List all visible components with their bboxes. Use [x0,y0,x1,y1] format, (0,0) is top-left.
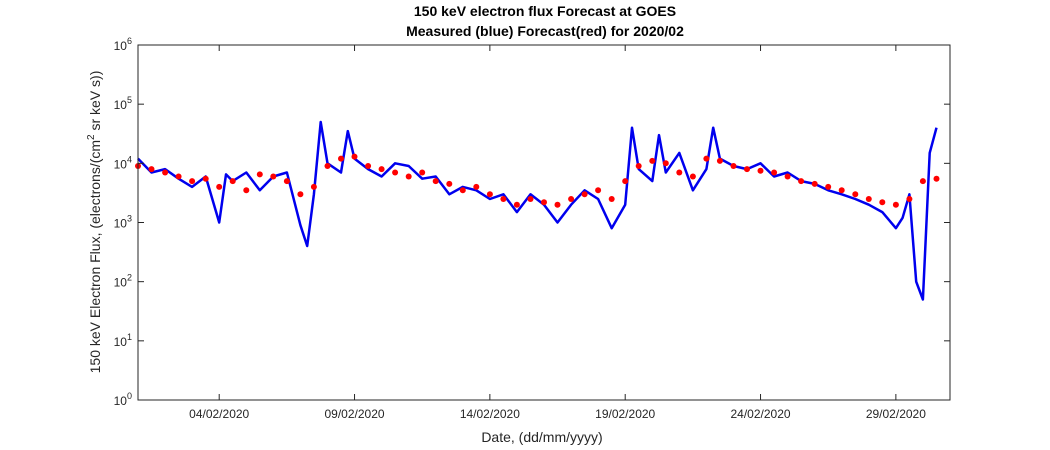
x-tick-label-5: 29/02/2020 [866,407,926,421]
series-1-point-1 [148,166,155,173]
series-1-point-39 [662,160,669,167]
series-1-point-9 [256,171,263,178]
x-axis-ticks: 04/02/2020 09/02/2020 14/02/2020 19/02/2020… [189,45,926,421]
series-1-point-34 [595,187,602,194]
series-1-point-48 [784,173,791,180]
series-1-point-20 [405,173,412,180]
y-axis-label-main: 150 keV Electron Flux, (electrons/(cm [87,140,103,373]
series-1-point-58 [919,178,926,185]
series-1-point-36 [622,178,629,185]
series-1-point-52 [838,187,845,194]
series-1-point-57 [906,196,913,202]
series-1-point-51 [825,183,832,190]
x-tick-label-1: 09/02/2020 [325,407,385,421]
series-1-point-59 [933,175,940,182]
series-1-point-46 [757,167,764,174]
series-1-point-3 [175,173,182,180]
series-1-point-31 [554,201,561,208]
series-1-point-28 [513,201,520,208]
series-1-point-45 [744,166,750,173]
series-1-point-32 [568,196,575,202]
x-tick-label-2: 14/02/2020 [460,407,520,421]
series-1-point-33 [581,191,588,198]
series-1-point-41 [689,173,696,180]
series-layer [135,120,940,301]
series-1-point-14 [324,163,331,169]
series-1-point-30 [541,199,547,206]
series-1-point-37 [635,163,642,169]
series-1-point-2 [162,169,169,176]
series-1-point-17 [365,163,372,169]
series-1-point-5 [202,175,209,182]
series-1-point-27 [500,196,507,202]
series-1-point-22 [432,178,439,185]
chart-title: 150 keV electron flux Forecast at GOES [414,3,676,19]
x-tick-label-4: 24/02/2020 [731,407,791,421]
series-1-point-53 [852,191,859,198]
series-1-point-16 [351,153,358,160]
series-1-point-56 [892,201,899,208]
series-0 [137,120,938,301]
series-1-point-42 [703,155,710,162]
x-tick-label-0: 04/02/2020 [189,407,249,421]
plot-area: 100 101 102 103 104 105 106 04/02/2020 09/02/20… [114,36,951,421]
series-1-point-49 [798,178,805,185]
y-axis-label: 150 keV Electron Flux, (electrons/(cm2 s… [86,71,103,374]
series-1-point-54 [865,196,872,202]
y-axis-ticks: 100 101 102 103 104 105 106 [114,36,950,408]
series-1-point-25 [473,183,480,190]
y-tick-label-3: 103 [114,214,132,231]
series-1-point-55 [879,199,886,206]
y-tick-label-1: 101 [114,332,132,349]
series-1-point-21 [419,169,426,176]
series-1-point-43 [716,157,723,164]
series-1-point-44 [730,163,737,169]
series-1-point-15 [338,155,344,162]
series-1-point-35 [608,196,615,202]
series-1-point-8 [243,187,250,194]
series-1-point-19 [392,169,399,176]
series-1-point-24 [459,187,466,194]
y-tick-label-5: 105 [114,95,132,112]
series-1-point-7 [229,178,236,185]
series-0-line [137,120,938,301]
x-axis-label: Date, (dd/mm/yyyy) [481,429,602,445]
series-1-point-40 [676,169,683,176]
series-1-point-4 [189,178,196,185]
series-1-point-13 [310,183,317,190]
y-tick-label-0: 100 [114,391,132,408]
series-1-point-10 [270,173,277,180]
series-1-point-26 [486,191,493,198]
y-axis-label-superscript: 2 [86,134,97,140]
series-1-point-29 [527,196,534,202]
series-1-point-11 [283,178,290,185]
series-1-point-47 [771,169,778,176]
y-axis-label-rest: sr keV s)) [87,71,103,135]
y-tick-label-6: 106 [114,36,132,53]
series-1-point-6 [216,183,223,190]
series-1 [135,153,940,208]
series-1-point-23 [446,180,453,187]
y-tick-label-2: 102 [114,273,132,290]
x-tick-label-3: 19/02/2020 [595,407,655,421]
series-1-point-38 [649,157,656,164]
series-1-point-18 [378,166,385,173]
chart-subtitle: Measured (blue) Forecast(red) for 2020/0… [406,23,684,39]
y-tick-label-4: 104 [114,154,132,171]
series-1-point-12 [297,191,304,198]
series-1-point-50 [811,180,818,187]
